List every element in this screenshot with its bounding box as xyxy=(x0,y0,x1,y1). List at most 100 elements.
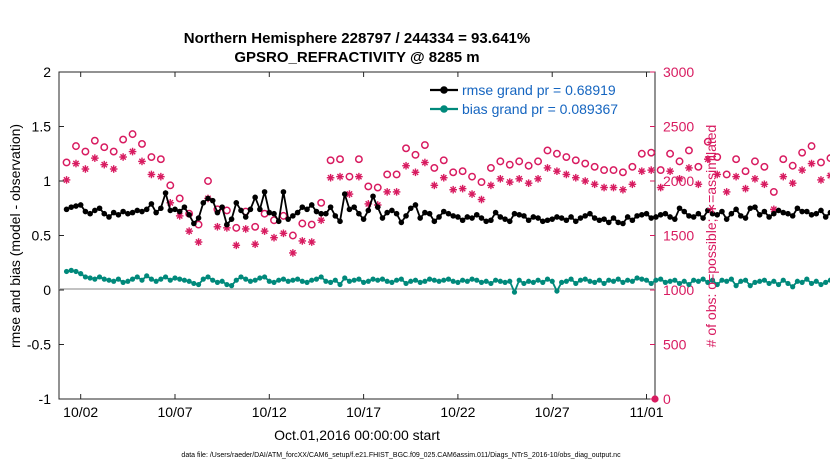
assimilated-obs-point xyxy=(109,165,118,173)
bias-point xyxy=(620,279,626,285)
rmse-point xyxy=(275,218,282,225)
y-right-tick-labels: 0 500 1000 1500 2000 2500 3000 xyxy=(663,64,694,407)
rmse-point xyxy=(384,209,390,216)
x-axis-label: Oct.01,2016 00:00:00 start xyxy=(274,427,440,443)
assimilated-obs-point xyxy=(788,179,797,187)
rmse-point xyxy=(332,213,339,219)
bias-point xyxy=(445,276,452,282)
chart-subtitle: GPSRO_REFRACTIVITY @ 8285 m xyxy=(234,49,479,66)
rmse-point xyxy=(134,207,141,214)
bias-point xyxy=(728,276,734,282)
bias-point xyxy=(261,274,268,280)
bias-point xyxy=(172,275,178,281)
rmse-point xyxy=(756,211,763,218)
bias-point xyxy=(162,274,169,280)
bias-point xyxy=(695,278,701,284)
possible-obs-point xyxy=(383,170,392,179)
bias-point xyxy=(195,281,202,288)
bias-point xyxy=(346,278,353,284)
rmse-point xyxy=(148,201,155,207)
possible-obs-point xyxy=(769,187,778,196)
rmse-point xyxy=(87,210,93,217)
bias-point xyxy=(73,268,79,275)
y-right-tick-label: 2000 xyxy=(663,173,694,189)
bias-point xyxy=(818,281,824,288)
rmse-point xyxy=(568,214,574,220)
bias-point xyxy=(724,278,730,284)
assimilated-obs-point xyxy=(637,167,646,175)
assimilated-obs-point xyxy=(355,172,363,181)
rmse-point xyxy=(582,213,589,219)
bias-point xyxy=(68,267,74,273)
legend-bias-label: bias grand pr = 0.089367 xyxy=(462,101,618,117)
assimilated-obs-point xyxy=(675,175,684,183)
bias-point xyxy=(177,276,183,282)
assimilated-obs-point xyxy=(581,177,590,185)
legend: rmse grand pr = 0.68919 bias grand pr = … xyxy=(425,78,645,120)
possible-obs-point xyxy=(817,158,825,167)
assimilated-obs-point xyxy=(100,160,109,169)
rmse-point xyxy=(521,213,527,219)
rmse-point xyxy=(285,216,291,222)
assimilated-obs-point xyxy=(487,181,495,190)
assimilated-obs-point xyxy=(647,166,656,174)
assimilated-obs-point xyxy=(656,183,665,192)
y-tick-label: 0 xyxy=(43,282,51,298)
rmse-point xyxy=(304,206,310,213)
bias-point xyxy=(804,276,810,282)
bias-point xyxy=(276,277,282,283)
possible-obs-point xyxy=(392,170,401,179)
possible-obs-point xyxy=(524,161,533,170)
y-right-tick-label: 2500 xyxy=(663,119,694,135)
rmse-point xyxy=(752,204,758,210)
rmse-point xyxy=(167,207,174,214)
possible-obs-point xyxy=(552,149,561,158)
rmse-point xyxy=(181,204,188,210)
rmse-point xyxy=(110,209,117,216)
assimilated-obs-point xyxy=(439,173,448,182)
bias-point xyxy=(205,274,211,280)
bias-point xyxy=(700,276,706,282)
possible-obs-point xyxy=(430,163,439,172)
bias-point xyxy=(563,278,569,284)
possible-obs-point xyxy=(420,141,429,149)
x-tick-label: 10/27 xyxy=(535,404,570,420)
rmse-point xyxy=(483,218,489,225)
rmse-point xyxy=(158,205,164,212)
rmse-point xyxy=(440,208,447,215)
rmse-point xyxy=(638,211,645,218)
rmse-point xyxy=(511,210,518,217)
rmse-point xyxy=(676,205,683,212)
assimilated-obs-point xyxy=(468,190,476,198)
rmse-point xyxy=(525,217,532,224)
rmse-point xyxy=(200,200,207,206)
y-right-axis-label: # of obs: o=possible; ∗=assimilated xyxy=(703,125,719,348)
rmse-point xyxy=(469,215,475,221)
assimilated-obs-point xyxy=(411,168,420,177)
bias-point xyxy=(158,276,164,282)
possible-obs-point xyxy=(307,220,316,229)
possible-obs-point xyxy=(732,155,741,164)
rmse-point xyxy=(648,215,655,221)
rmse-point xyxy=(365,207,372,214)
bias-point xyxy=(766,280,772,287)
assimilated-obs-point xyxy=(741,184,750,193)
x-tick-labels: 10/02 10/07 10/12 10/17 10/22 10/27 11/01 xyxy=(63,404,664,420)
rmse-point xyxy=(294,209,301,216)
rmse-point xyxy=(686,213,692,219)
assimilated-obs-point xyxy=(562,170,571,179)
rmse-point xyxy=(827,209,830,216)
rmse-point xyxy=(455,214,461,220)
y-right-tick-label: 1000 xyxy=(663,282,694,298)
bias-point xyxy=(134,274,140,280)
bias-point xyxy=(167,277,173,283)
rmse-point xyxy=(643,210,650,217)
possible-obs-point xyxy=(166,181,175,190)
bias-point xyxy=(676,280,683,287)
rmse-point xyxy=(478,215,485,221)
rmse-point xyxy=(257,206,263,213)
bias-point xyxy=(78,271,84,277)
bias-point xyxy=(266,278,272,284)
rmse-point xyxy=(539,218,546,225)
